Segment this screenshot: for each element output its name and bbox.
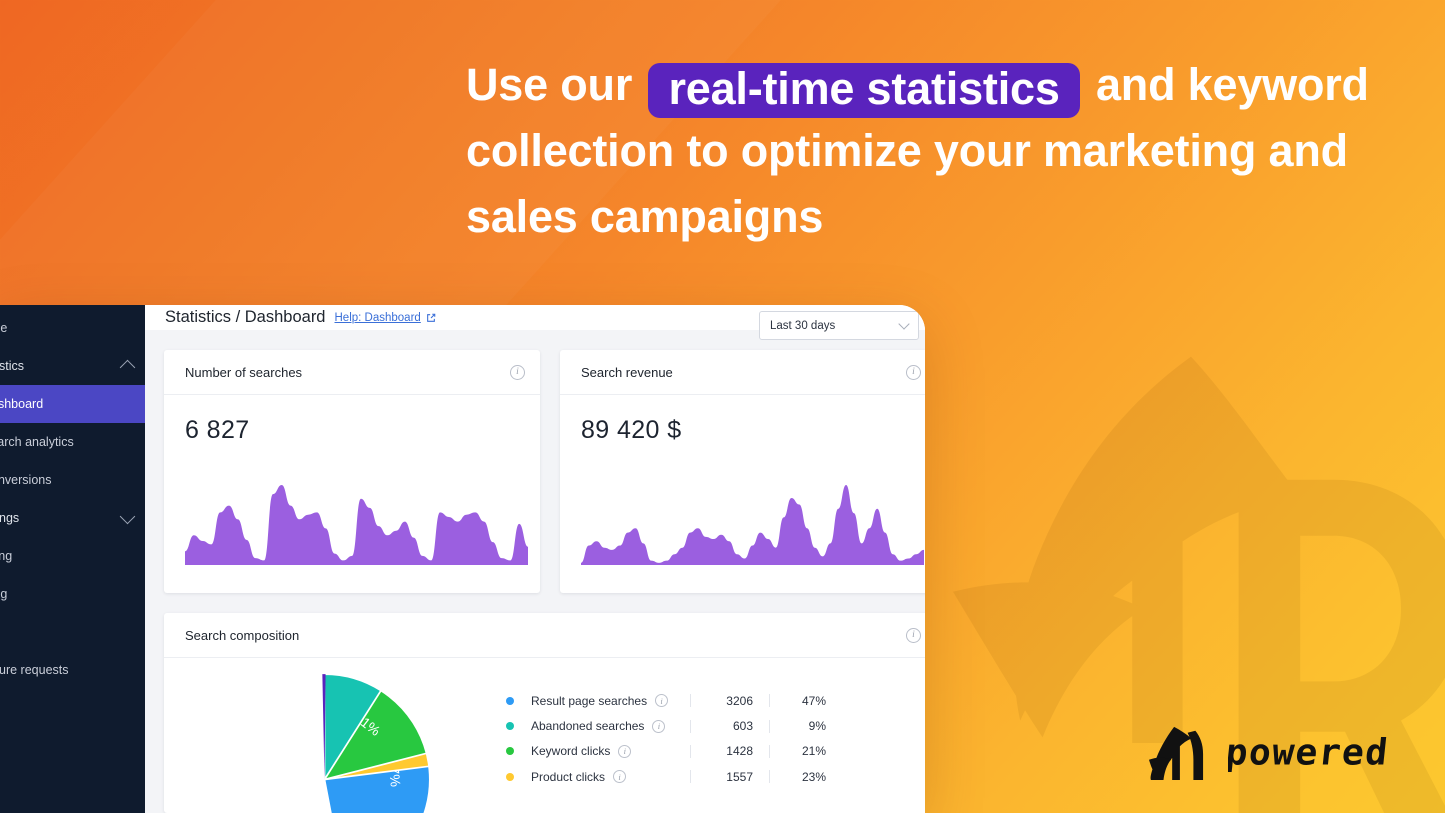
chevron-up-icon — [119, 359, 136, 376]
sidebar-item-billing[interactable]: Billing — [0, 575, 145, 613]
sidebar-item-label: Dashboard — [0, 397, 44, 411]
headline-part-2: and keyword — [1095, 59, 1369, 110]
legend-percent: 47% — [801, 693, 826, 708]
legend-percent: 9% — [808, 719, 826, 734]
sidebar-item-dashboard[interactable]: Dashboard — [0, 385, 145, 423]
stat-cards-row: Number of searches i 6 827 Search revenu… — [164, 350, 925, 593]
sidebar-item-home[interactable]: Home — [0, 309, 145, 347]
sidebar-item-label: Billing — [0, 587, 8, 601]
legend-label: Product clicks — [531, 769, 606, 784]
ai-monogram-icon — [1148, 725, 1206, 781]
legend-count: 1428 — [726, 744, 753, 759]
sidebar-item-conversions[interactable]: Conversions — [0, 461, 145, 499]
sidebar-item-label: Feature requests — [0, 663, 69, 677]
sidebar: Home Statistics Dashboard Search analyti… — [0, 305, 145, 813]
divider — [690, 719, 691, 733]
date-range-select[interactable]: Last 30 days — [759, 311, 919, 340]
sidebar-item-help[interactable]: Help — [0, 613, 145, 651]
legend-percent: 21% — [801, 744, 826, 759]
headline-line-2: collection to optimize your marketing an… — [466, 125, 1348, 176]
composition-legend: Result page searches i 3206 47% Aband — [484, 666, 925, 813]
card-header: Number of searches i — [164, 350, 540, 395]
legend-row[interactable]: Abandoned searches i 603 9% — [506, 713, 925, 738]
sparkline-number-of-searches — [185, 485, 528, 565]
sidebar-item-label: Pricing — [0, 549, 13, 563]
card-header: Search composition i — [164, 613, 925, 658]
info-icon[interactable]: i — [655, 694, 669, 708]
sidebar-item-feature-requests[interactable]: Feature requests — [0, 651, 145, 689]
sidebar-item-label: Statistics — [0, 359, 25, 373]
legend-label: Result page searches — [531, 693, 648, 708]
metric-value: 6 827 — [185, 416, 250, 444]
pie-chart: 47%23%21% — [164, 666, 484, 813]
app-window: Home Statistics Dashboard Search analyti… — [0, 305, 925, 813]
chevron-down-icon — [898, 318, 910, 330]
legend-count: 3206 — [726, 693, 753, 708]
legend-color-dot — [506, 772, 514, 781]
legend-count: 1557 — [726, 769, 753, 784]
topbar: Statistics / Dashboard Help: Dashboard L… — [145, 305, 925, 340]
sparkline-search-revenue — [581, 485, 924, 565]
divider — [690, 694, 691, 708]
card-search-composition: Search composition i 47%23%21% Result pa… — [164, 613, 925, 813]
divider — [690, 744, 691, 758]
page-title: Use our real-time statistics and keyword… — [466, 52, 1386, 250]
breadcrumb: Statistics / Dashboard — [165, 308, 326, 326]
headline-highlight: real-time statistics — [648, 63, 1080, 118]
card-title: Number of searches — [185, 364, 303, 380]
card-body: 6 827 — [164, 395, 540, 593]
legend-label: Keyword clicks — [531, 744, 611, 759]
sidebar-item-pricing[interactable]: Pricing — [0, 537, 145, 575]
sidebar-item-search-analytics[interactable]: Search analytics — [0, 423, 145, 461]
divider — [690, 770, 691, 784]
brand-wordmark: powered — [1228, 732, 1445, 774]
divider — [769, 744, 770, 758]
brand-logo: powered — [1148, 725, 1445, 781]
chevron-down-icon — [119, 508, 136, 524]
sidebar-item-label: Search analytics — [0, 435, 74, 449]
legend-percent: 23% — [801, 769, 826, 784]
legend-row[interactable]: Product clicks i 1557 23% — [506, 764, 925, 789]
divider — [769, 694, 770, 708]
metric-value: 89 420 $ — [581, 416, 682, 444]
sidebar-item-statistics[interactable]: Statistics — [0, 347, 145, 385]
composition-body: 47%23%21% Result page searches i 3206 — [164, 658, 925, 813]
headline-part-1: Use our — [466, 59, 633, 110]
main-content: Statistics / Dashboard Help: Dashboard L… — [145, 305, 925, 813]
legend-color-dot — [506, 747, 514, 756]
info-icon[interactable]: i — [613, 770, 627, 784]
sidebar-item-label: Settings — [0, 511, 20, 525]
headline-line-3: sales campaigns — [466, 191, 824, 242]
sidebar-item-label: Conversions — [0, 473, 52, 487]
card-header: Search revenue i — [560, 350, 925, 395]
help-dashboard-link[interactable]: Help: Dashboard — [335, 312, 436, 324]
divider — [769, 770, 770, 784]
legend-label: Abandoned searches — [531, 719, 645, 734]
legend-color-dot — [506, 722, 514, 731]
card-title: Search composition — [185, 627, 300, 643]
sidebar-item-label: Home — [0, 321, 8, 335]
info-icon[interactable]: i — [652, 719, 666, 733]
svg-text:powered: powered — [1228, 732, 1391, 773]
card-title: Search revenue — [581, 364, 673, 380]
card-number-of-searches: Number of searches i 6 827 — [164, 350, 540, 593]
legend-count: 603 — [732, 719, 753, 734]
external-link-icon — [426, 313, 436, 323]
card-body: 89 420 $ — [560, 395, 925, 593]
info-icon[interactable]: i — [618, 744, 632, 758]
info-icon[interactable]: i — [906, 627, 921, 643]
card-search-revenue: Search revenue i 89 420 $ — [560, 350, 925, 593]
legend-row[interactable]: Keyword clicks i 1428 21% — [506, 739, 925, 764]
date-range-value: Last 30 days — [770, 319, 836, 332]
divider — [769, 719, 770, 733]
legend-color-dot — [506, 696, 514, 705]
dashboard-content: Number of searches i 6 827 Search revenu… — [145, 330, 925, 813]
info-icon[interactable]: i — [510, 364, 525, 380]
sidebar-item-settings[interactable]: Settings — [0, 499, 145, 537]
help-link-label: Help: Dashboard — [334, 311, 421, 324]
legend-row[interactable]: Result page searches i 3206 47% — [506, 688, 925, 713]
info-icon[interactable]: i — [906, 364, 921, 380]
